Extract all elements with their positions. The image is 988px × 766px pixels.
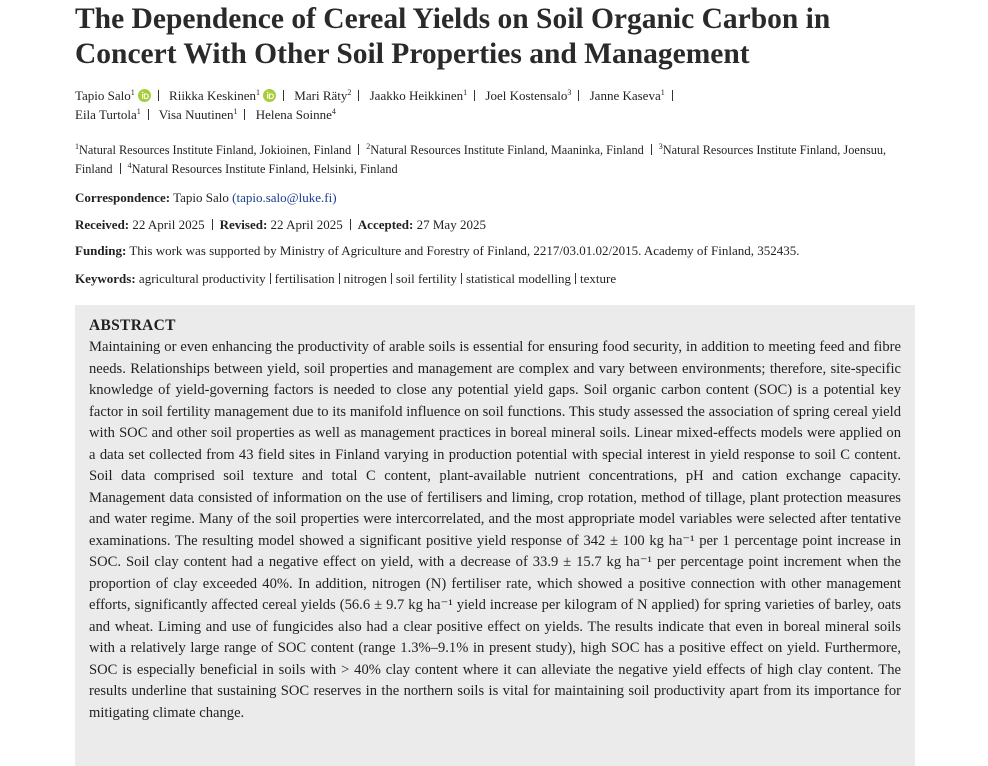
separator <box>269 273 271 284</box>
affiliation-number: 4 <box>127 161 132 170</box>
separator <box>578 90 580 101</box>
keyword: soil fertility <box>395 271 457 286</box>
orcid-icon[interactable] <box>263 89 277 102</box>
author-name: Visa Nuutinen <box>158 107 234 122</box>
affiliation-text: Natural Resources Institute Finland, Hel… <box>131 162 398 176</box>
author-name: Eila Turtola <box>75 107 137 122</box>
keyword-list: agricultural productivity fertilisation ni… <box>139 271 616 286</box>
separator <box>147 109 149 120</box>
author: Visa Nuutinen1 <box>159 107 238 122</box>
orcid-icon[interactable] <box>137 89 151 102</box>
author-name: Mari Räty <box>294 88 348 103</box>
author-aff: 1 <box>233 107 238 116</box>
date: Received: 22 April 2025 <box>75 217 205 232</box>
label: Keywords: <box>75 271 136 286</box>
label: Correspondence: <box>75 190 171 205</box>
author-aff: 1 <box>136 107 141 116</box>
separator <box>119 163 121 174</box>
affiliation-number: 3 <box>658 142 663 151</box>
author-name: Riikka Keskinen <box>169 88 257 103</box>
title: The Dependence of Cereal Yields on Soil … <box>75 3 831 70</box>
author-aff: 3 <box>567 88 572 97</box>
keyword: statistical modelling <box>465 271 572 286</box>
author-list: Tapio Salo1 Riikka Keskinen1 Mari Räty2 … <box>75 86 915 124</box>
affiliation: 1Natural Resources Institute Finland, Jo… <box>75 142 352 158</box>
date-value: 27 May 2025 <box>416 217 486 232</box>
funding-text: This work was supported by Ministry of A… <box>129 243 800 258</box>
date-value: 22 April 2025 <box>132 217 205 232</box>
affiliation: 3Natural Resources Institute Finland, Jo… <box>75 142 887 177</box>
affiliation-number: 1 <box>75 142 79 151</box>
separator <box>474 90 476 101</box>
separator <box>358 90 360 101</box>
author-name: Joel Kostensalo <box>485 88 568 103</box>
separator <box>244 109 246 120</box>
separator <box>650 144 652 155</box>
abstract-heading: ABSTRACT <box>89 317 176 334</box>
affiliation-text: Natural Resources Institute Finland, Jok… <box>79 143 352 157</box>
separator <box>211 219 213 230</box>
date-value: 22 April 2025 <box>270 217 343 232</box>
author: Tapio Salo1 <box>75 88 151 103</box>
affiliation: 4Natural Resources Institute Finland, He… <box>127 161 398 177</box>
keywords: Keywords: agricultural productivity ferti… <box>75 271 915 287</box>
author-aff: 1 <box>463 88 468 97</box>
keyword: texture <box>580 271 617 286</box>
affiliation-number: 2 <box>366 142 371 151</box>
name: Tapio Salo <box>173 190 229 205</box>
author: Eila Turtola1 <box>75 107 141 122</box>
abstract-box: ABSTRACT Maintaining or even enhancing t… <box>75 305 915 766</box>
correspondence: Correspondence: Tapio Salo (tapio.salo@l… <box>75 190 915 206</box>
date: Revised: 22 April 2025 <box>220 217 343 232</box>
affiliation-text: Natural Resources Institute Finland, Maa… <box>370 143 644 157</box>
separator <box>283 90 285 101</box>
dates: Received: 22 April 2025 Revised: 22 April… <box>75 217 915 233</box>
separator <box>671 90 673 101</box>
label: Accepted: <box>357 217 414 232</box>
email[interactable]: (tapio.salo@luke.fi) <box>232 190 337 205</box>
author-aff: 1 <box>256 88 261 97</box>
keyword: agricultural productivity <box>138 271 266 286</box>
author: Jaakko Heikkinen1 <box>370 88 468 103</box>
author: Helena Soinne4 <box>256 107 336 122</box>
separator <box>390 273 392 284</box>
author-name: Tapio Salo <box>75 88 131 103</box>
author: Riikka Keskinen1 <box>169 88 277 103</box>
author-name: Jaakko Heikkinen <box>369 88 464 103</box>
affiliation-text: Natural Resources Institute Finland, Joe… <box>75 143 887 176</box>
label: Received: <box>75 217 130 232</box>
author-aff: 1 <box>130 88 135 97</box>
author: Janne Kaseva1 <box>590 88 665 103</box>
abstract-text: Maintaining or even enhancing the produc… <box>89 339 901 721</box>
author: Joel Kostensalo3 <box>485 88 571 103</box>
label: Funding: <box>75 243 127 258</box>
affiliation-list: 1Natural Resources Institute Finland, Jo… <box>75 141 915 179</box>
separator <box>157 90 159 101</box>
separator <box>460 273 462 284</box>
separator <box>349 219 351 230</box>
author-aff: 1 <box>660 88 665 97</box>
separator <box>575 273 577 284</box>
date: Accepted: 27 May 2025 <box>358 217 486 232</box>
author-aff: 2 <box>347 88 352 97</box>
author-aff: 4 <box>331 107 336 116</box>
separator <box>358 144 360 155</box>
author-name: Janne Kaseva <box>589 88 661 103</box>
affiliation: 2Natural Resources Institute Finland, Ma… <box>366 142 644 158</box>
author: Mari Räty2 <box>294 88 351 103</box>
label: Revised: <box>219 217 268 232</box>
keyword: fertilisation <box>274 271 335 286</box>
keyword: nitrogen <box>343 271 387 286</box>
author-name: Helena Soinne <box>255 107 332 122</box>
separator <box>338 273 340 284</box>
funding: Funding: This work was supported by Mini… <box>75 243 915 259</box>
